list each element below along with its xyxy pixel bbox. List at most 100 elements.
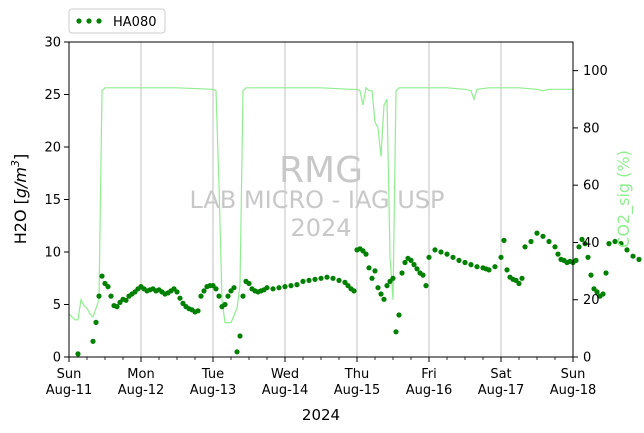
x-tick-label-day: Wed (271, 367, 299, 382)
x-tick-label-day: Fri (421, 367, 437, 382)
h2o-point (75, 351, 81, 357)
h2o-point (528, 238, 534, 245)
h2o-point (216, 293, 222, 299)
h2o-point (306, 277, 312, 283)
h2o-point (426, 254, 432, 260)
h2o-point (432, 247, 438, 253)
x-tick-label-date: Aug-11 (46, 383, 93, 398)
legend-box (68, 8, 166, 34)
h2o-point (588, 272, 594, 278)
h2o-point (336, 277, 342, 283)
y-label-exponent: 3 (9, 160, 22, 167)
x-tick-label-date: Aug-13 (190, 383, 237, 398)
h2o-point (213, 286, 219, 292)
x-tick-label-date: Aug-18 (550, 383, 597, 398)
h2o-point (630, 253, 636, 259)
h2o-point (444, 251, 450, 257)
h2o-point (540, 233, 546, 239)
h2o-point (393, 329, 399, 335)
h2o-point (411, 262, 417, 268)
h2o-point (123, 297, 129, 303)
h2o-point (312, 276, 318, 282)
h2o-point (330, 275, 336, 281)
h2o-point (225, 293, 231, 299)
watermark-line-2: LAB MICRO - IAG USP (189, 186, 444, 214)
co2-signal-line (68, 86, 573, 324)
x-tick-label-day: Mon (127, 367, 154, 382)
y2-tick-label: 60 (583, 179, 600, 194)
y2-tick-label: 40 (583, 236, 600, 251)
y-label-part-1: H2O [ (11, 198, 30, 244)
x-tick-label-date: Aug-15 (334, 383, 381, 398)
h2o-point (384, 283, 390, 289)
h2o-point (438, 249, 444, 255)
watermark: RMG LAB MICRO - IAG USP 2024 (189, 150, 444, 242)
y-tick-label: 10 (44, 246, 61, 261)
h2o-point (504, 267, 510, 273)
legend-marker (76, 18, 82, 24)
h2o-point (288, 283, 294, 289)
x-tick-label-day: Sat (490, 367, 511, 382)
x-tick-label-day: Thu (344, 367, 369, 382)
x-tick-label-day: Tue (201, 367, 224, 382)
co2-signal-series (68, 86, 573, 324)
h2o-point (486, 267, 492, 273)
h2o-point (300, 278, 306, 284)
h2o-point (174, 289, 180, 295)
h2o-point (414, 266, 420, 272)
right-y-axis-label: CO2_sig (%) (614, 150, 634, 248)
h2o-point (462, 259, 468, 266)
h2o-point (246, 280, 252, 287)
h2o-point (378, 291, 384, 297)
left-y-axis-label: H2O [g/m3] (9, 154, 30, 245)
x-tick-label-day: Sun (57, 367, 82, 382)
y-label-part-4: ] (11, 154, 30, 160)
legend: HA080 (68, 8, 166, 34)
h2o-point (90, 338, 96, 344)
h2o-point (552, 244, 558, 250)
h2o-point (282, 284, 288, 290)
x-axis-label: 2024 (302, 406, 340, 424)
h2o-point (222, 301, 228, 308)
h2o-point (294, 282, 300, 288)
h2o-point (381, 296, 387, 302)
left-y-axis: 0 5 10 15 20 25 30 (44, 36, 69, 366)
x-tick-label-date: Aug-17 (478, 383, 525, 398)
h2o-point (234, 349, 240, 355)
h2o-point (201, 288, 207, 294)
y2-tick-label: 100 (583, 64, 608, 79)
h2o-point (270, 286, 276, 292)
y-tick-label: 15 (44, 193, 61, 208)
h2o-point (606, 241, 612, 247)
h2o-point (420, 272, 426, 278)
h2o-point (498, 254, 504, 260)
x-tick-label-date: Aug-12 (118, 383, 165, 398)
y2-tick-label: 0 (583, 351, 591, 366)
watermark-line-1: RMG (279, 150, 363, 191)
h2o-point (93, 319, 99, 325)
y-tick-label: 25 (44, 88, 61, 103)
h2o-point (366, 265, 372, 271)
legend-marker (96, 18, 102, 24)
x-tick-label-date: Aug-16 (406, 383, 453, 398)
h2o-point (402, 259, 408, 266)
h2o-point (546, 238, 552, 245)
h2o-point (492, 264, 498, 270)
h2o-point (264, 285, 270, 291)
h2o-point (594, 289, 600, 295)
h2o-point (450, 254, 456, 260)
h2o-point (363, 251, 369, 257)
h2o-point (108, 293, 114, 299)
h2o-point (96, 293, 102, 299)
h2o-point (399, 270, 405, 276)
h2o-point (408, 257, 414, 263)
h2o-point (582, 241, 588, 247)
h2o-point (369, 275, 375, 281)
h2o-point (636, 256, 642, 262)
h2o-point (585, 254, 591, 260)
y-tick-label: 0 (53, 351, 61, 366)
h2o-point (501, 237, 507, 243)
h2o-point (600, 291, 606, 297)
x-axis: SunAug-11MonAug-12TueAug-13WedAug-14ThuA… (46, 357, 597, 398)
h2o-point (534, 230, 540, 236)
